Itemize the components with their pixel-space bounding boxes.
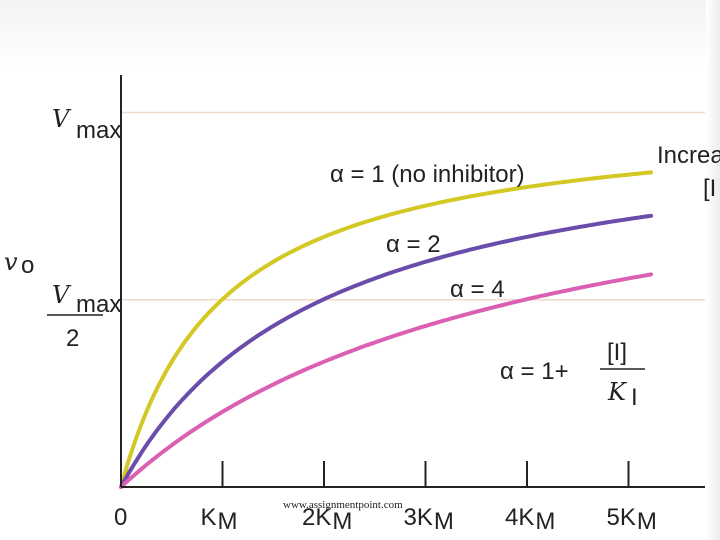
x-tick-label-5: 5K (607, 504, 636, 531)
formula-denominator-subscript: I (631, 384, 638, 411)
watermark-text: www.assignmentpoint.com (283, 499, 403, 511)
y-axis-label-subscript: o (21, 252, 34, 279)
axes (120, 75, 705, 488)
x-tick-subscript-1: M (218, 508, 238, 535)
curves (119, 170, 653, 489)
increase-annotation: Increa (657, 142, 720, 169)
edge-shading (706, 0, 720, 540)
series-line-alpha-4 (119, 272, 653, 489)
x-ticks: 0 K M 2K M 3K M 4K M 5K M (114, 461, 657, 535)
increase-annotation-bracket: [I (703, 175, 716, 202)
half-vmax-label-subscript: max (76, 291, 121, 318)
x-tick-label-3: 3K (404, 504, 433, 531)
series-label-alpha-4: α = 4 (450, 276, 505, 303)
x-tick-subscript-3: M (434, 508, 454, 535)
formula-denominator: K (607, 378, 628, 406)
header-shading (0, 0, 720, 70)
x-tick-label-4: 4K (505, 504, 534, 531)
vmax-label: V (52, 105, 72, 133)
half-vmax-label: V (52, 281, 72, 309)
half-vmax-denominator: 2 (66, 325, 79, 352)
x-tick-subscript-2: M (332, 508, 352, 535)
x-tick-subscript-4: M (535, 508, 555, 535)
y-axis-label: v (4, 248, 18, 276)
series-label-alpha-1: α = 1 (no inhibitor) (330, 161, 525, 188)
reference-lines (121, 111, 705, 301)
x-tick-subscript-5: M (637, 508, 657, 535)
x-tick-label-2: 2K (302, 504, 331, 531)
series-line-alpha-1 (119, 170, 653, 489)
formula-lhs: α = 1+ (500, 358, 569, 385)
formula-numerator: [I] (607, 339, 627, 366)
x-tick-label-0: 0 (114, 504, 127, 531)
x-tick-label-1: K (201, 504, 217, 531)
series-line-alpha-2 (119, 213, 653, 489)
series-label-alpha-2: α = 2 (386, 231, 441, 258)
vmax-label-subscript: max (76, 117, 121, 144)
